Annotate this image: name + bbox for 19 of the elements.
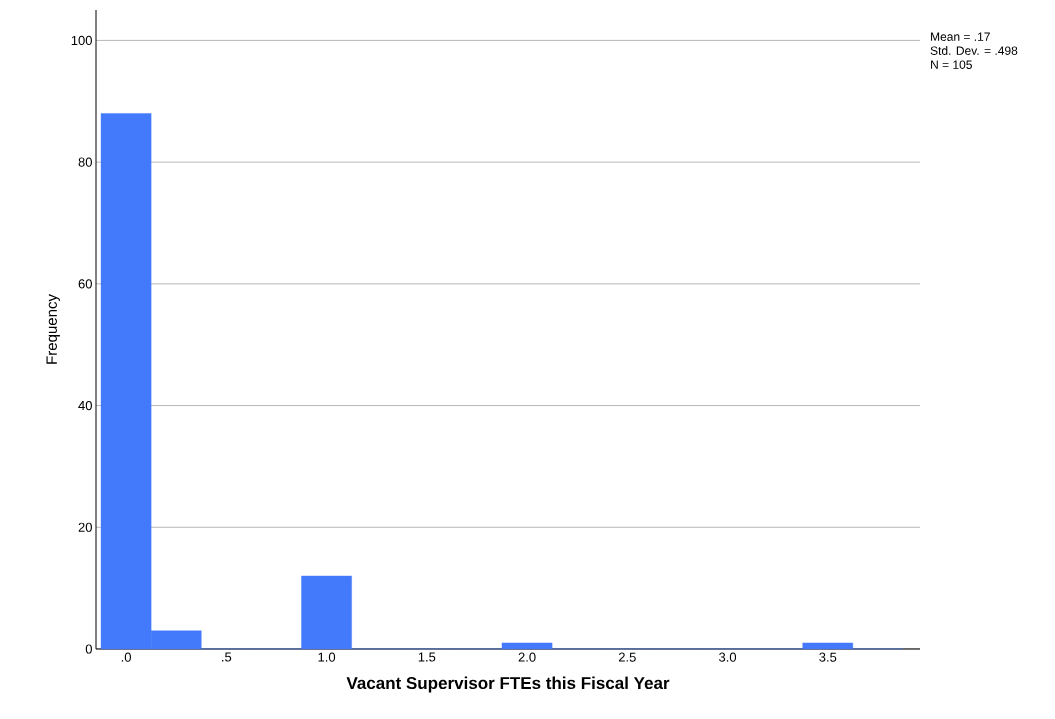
text: Std. Dev. = .498 (930, 46, 1018, 55)
y-tick-label: 100 (71, 35, 92, 46)
y-tick-label: 20 (78, 522, 92, 532)
x-tick-label: .5 (222, 652, 232, 662)
text: Mean = .17 (931, 32, 990, 41)
x-tick-label: 3.0 (719, 652, 737, 662)
x-tick-label: .0 (121, 652, 131, 662)
x-tick-label: 1.5 (418, 652, 436, 662)
y-tick-label: 40 (78, 400, 92, 411)
x-tick-label: 2.0 (518, 652, 536, 662)
x-axis-title: Vacant Supervisor FTEs this Fiscal Year (346, 676, 670, 693)
y-axis-title: Frequency (46, 294, 60, 364)
y-tick-label: 80 (78, 157, 92, 167)
text: N = 105 (931, 60, 972, 69)
y-tick-label: 0 (85, 644, 92, 654)
x-tick-label: 2.5 (618, 652, 636, 662)
x-tick-label: 1.0 (318, 652, 336, 662)
x-tick-label: 3.5 (819, 652, 837, 662)
y-tick-label: 60 (78, 279, 92, 289)
